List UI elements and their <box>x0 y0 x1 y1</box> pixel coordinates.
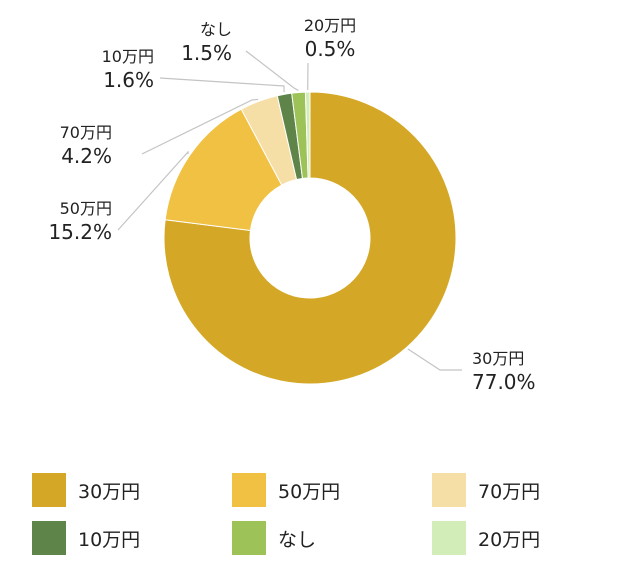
data-labels: 30万円 77.0% 50万円 15.2% 70万円 4.2% 10万円 1.6% なし 1.5%… <box>48 16 535 394</box>
slice-value-30万円: 77.0% <box>472 370 536 394</box>
slice-label-50万円: 50万円 <box>60 199 112 218</box>
slice-30万円 <box>163 91 457 385</box>
slices <box>163 91 457 385</box>
slice-value-なし: 1.5% <box>181 41 232 65</box>
leader-line-10万円 <box>159 77 285 93</box>
leader-line-50万円 <box>117 150 189 231</box>
slice-value-50万円: 15.2% <box>48 220 112 244</box>
slice-value-70万円: 4.2% <box>61 144 112 168</box>
leader-lines <box>117 50 462 371</box>
slice-50万円 <box>164 108 283 232</box>
slice-value-20万円: 0.5% <box>305 37 356 61</box>
slice-20万円 <box>304 91 311 179</box>
slice-label-10万円: 10万円 <box>102 47 154 66</box>
leader-line-なし <box>245 50 299 91</box>
slice-label-なし: なし <box>200 20 232 39</box>
slice-label-70万円: 70万円 <box>60 123 112 142</box>
leader-line-30万円 <box>407 348 462 371</box>
slice-label-20万円: 20万円 <box>304 16 356 35</box>
slice-label-30万円: 30万円 <box>472 349 524 368</box>
slice-value-10万円: 1.6% <box>103 68 154 92</box>
leader-line-70万円 <box>141 98 259 155</box>
